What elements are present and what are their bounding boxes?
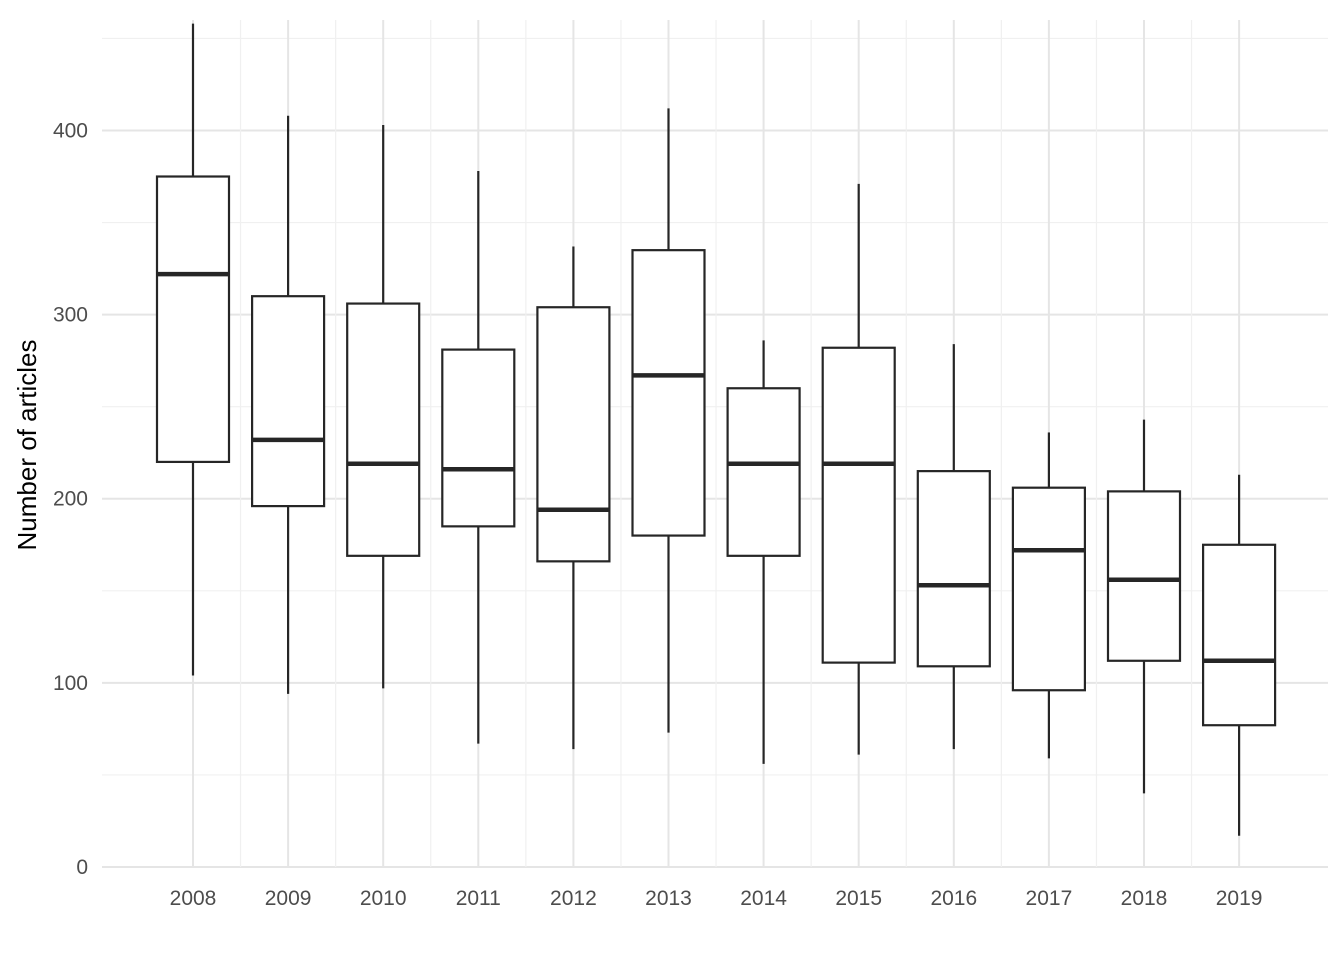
box-2010	[346, 124, 421, 689]
boxes	[155, 23, 1277, 836]
box-iqr	[1106, 490, 1182, 662]
box-iqr	[1201, 543, 1277, 727]
x-tick-label: 2016	[930, 887, 977, 910]
y-tick-label: 100	[53, 672, 88, 695]
box-2008	[155, 23, 231, 676]
y-axis-title: Number of articles	[12, 340, 42, 551]
y-tick-label: 300	[53, 304, 88, 327]
x-tick-label: 2009	[265, 887, 312, 910]
y-axis-ticks: 0 100 200 300 400	[53, 119, 88, 879]
box-iqr	[536, 306, 611, 563]
x-tick-label: 2008	[170, 887, 217, 910]
y-tick-label: 0	[76, 856, 88, 879]
box-2014	[726, 340, 801, 764]
box-iqr	[916, 470, 991, 668]
box-2015	[821, 183, 896, 755]
box-iqr	[726, 387, 801, 557]
box-iqr	[631, 249, 706, 537]
box-iqr	[155, 175, 231, 464]
box-iqr	[251, 295, 326, 508]
y-tick-label: 200	[53, 488, 88, 511]
x-tick-label: 2014	[740, 887, 787, 910]
x-tick-label: 2015	[835, 887, 882, 910]
box-2019	[1201, 474, 1277, 836]
x-tick-label: 2010	[360, 887, 407, 910]
box-2011	[441, 170, 516, 744]
box-iqr	[441, 348, 516, 528]
box-iqr	[1011, 486, 1087, 692]
box-2018	[1106, 419, 1182, 794]
box-2017	[1011, 432, 1087, 759]
x-tick-label: 2013	[645, 887, 692, 910]
x-axis-ticks: 2008 2009 2010 2011 2012 2013 2014 2015 2016 2017…	[170, 887, 1263, 910]
x-tick-label: 2018	[1121, 887, 1168, 910]
box-iqr	[346, 302, 421, 557]
box-2009	[251, 115, 326, 694]
y-tick-label: 400	[53, 119, 88, 142]
x-tick-label: 2019	[1216, 887, 1263, 910]
x-tick-label: 2011	[456, 887, 501, 910]
box-2012	[536, 246, 611, 750]
x-tick-label: 2012	[550, 887, 597, 910]
box-iqr	[821, 346, 896, 664]
box-2013	[631, 108, 706, 733]
x-tick-label: 2017	[1026, 887, 1073, 910]
box-2016	[916, 344, 991, 750]
